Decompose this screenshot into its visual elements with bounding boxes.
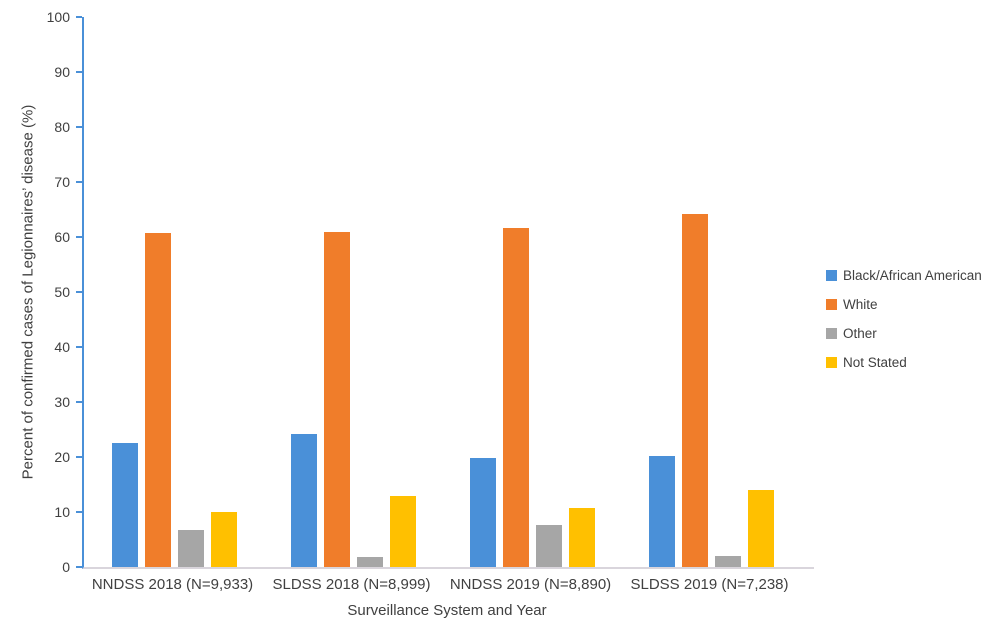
x-category-label-sldss-2018: SLDSS 2018 (N=8,999) — [272, 576, 431, 593]
legend-swatch-icon — [826, 328, 837, 339]
y-tick-mark-50 — [76, 291, 82, 293]
y-tick-label-60: 60 — [54, 229, 70, 245]
legend-label: White — [843, 297, 878, 312]
y-tick-mark-40 — [76, 346, 82, 348]
y-tick-label-70: 70 — [54, 174, 70, 190]
bar-not-stated-sldss-2018 — [390, 495, 416, 567]
y-tick-label-100: 100 — [46, 9, 70, 25]
legend-item-other: Other — [826, 327, 982, 340]
y-tick-label-50: 50 — [54, 284, 70, 300]
bar-white-sldss-2019 — [682, 214, 708, 567]
bar-black-african-american-sldss-2018 — [291, 434, 317, 567]
y-tick-mark-20 — [76, 456, 82, 458]
y-tick-mark-70 — [76, 181, 82, 183]
x-category-label-sldss-2019: SLDSS 2019 (N=7,238) — [630, 576, 789, 593]
legend-item-white: White — [826, 298, 982, 311]
bar-white-sldss-2018 — [324, 231, 350, 567]
y-tick-label-20: 20 — [54, 449, 70, 465]
x-category-label-nndss-2018: NNDSS 2018 (N=9,933) — [91, 576, 254, 593]
y-tick-label-40: 40 — [54, 339, 70, 355]
legend-swatch-icon — [826, 357, 837, 368]
bar-not-stated-nndss-2018 — [211, 512, 237, 567]
y-tick-mark-30 — [76, 401, 82, 403]
bar-not-stated-sldss-2019 — [748, 490, 774, 567]
y-tick-mark-10 — [76, 511, 82, 513]
bar-other-sldss-2018 — [357, 557, 383, 567]
legend-item-black-african-american: Black/African American — [826, 269, 982, 282]
y-tick-mark-90 — [76, 71, 82, 73]
bar-black-african-american-sldss-2019 — [649, 456, 675, 567]
y-tick-label-10: 10 — [54, 504, 70, 520]
legend-label: Other — [843, 326, 877, 341]
y-tick-mark-100 — [76, 16, 82, 18]
bar-white-nndss-2019 — [503, 227, 529, 567]
y-tick-label-30: 30 — [54, 394, 70, 410]
legend-swatch-icon — [826, 299, 837, 310]
y-tick-mark-0 — [76, 566, 82, 568]
bar-other-sldss-2019 — [715, 556, 741, 567]
bar-black-african-american-nndss-2019 — [470, 457, 496, 567]
bar-black-african-american-nndss-2018 — [112, 442, 138, 567]
bar-other-nndss-2019 — [536, 524, 562, 567]
bar-white-nndss-2018 — [145, 233, 171, 567]
y-tick-mark-80 — [76, 126, 82, 128]
y-tick-label-80: 80 — [54, 119, 70, 135]
legend: Black/African American White Other Not Stat… — [826, 269, 982, 385]
y-tick-label-90: 90 — [54, 64, 70, 80]
x-category-label-nndss-2019: NNDSS 2019 (N=8,890) — [449, 576, 612, 593]
y-tick-mark-60 — [76, 236, 82, 238]
legend-swatch-icon — [826, 270, 837, 281]
x-axis-title: Surveillance System and Year — [347, 602, 547, 619]
legend-label: Not Stated — [843, 355, 907, 370]
plot-area: 0 10 20 30 40 50 60 70 80 90 100 — [47, 10, 814, 574]
legend-item-not-stated: Not Stated — [826, 356, 982, 369]
bar-not-stated-nndss-2019 — [569, 507, 595, 567]
y-tick-label-0: 0 — [62, 559, 70, 575]
bar-other-nndss-2018 — [178, 530, 204, 567]
legend-label: Black/African American — [843, 268, 982, 283]
